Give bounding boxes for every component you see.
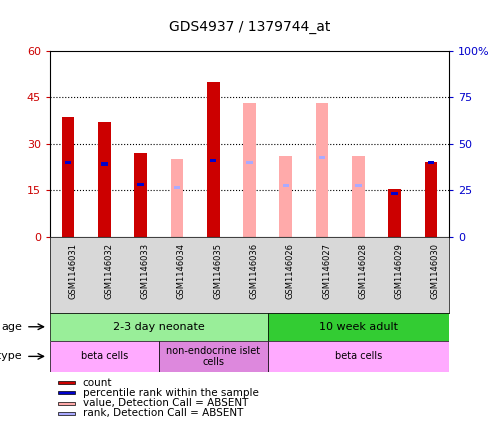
Bar bbox=[58, 412, 75, 415]
Text: GSM1146032: GSM1146032 bbox=[104, 243, 113, 299]
Bar bbox=[243, 104, 256, 237]
Text: percentile rank within the sample: percentile rank within the sample bbox=[83, 388, 258, 398]
Bar bbox=[174, 186, 180, 189]
Text: GSM1146033: GSM1146033 bbox=[141, 243, 150, 299]
Text: beta cells: beta cells bbox=[335, 352, 382, 361]
Text: value, Detection Call = ABSENT: value, Detection Call = ABSENT bbox=[83, 398, 248, 408]
Bar bbox=[207, 82, 220, 237]
Text: GSM1146028: GSM1146028 bbox=[358, 243, 367, 299]
Bar bbox=[171, 159, 183, 237]
Text: count: count bbox=[83, 378, 112, 388]
Bar bbox=[50, 313, 267, 341]
Text: cell type: cell type bbox=[0, 352, 22, 361]
Text: 10 week adult: 10 week adult bbox=[319, 322, 398, 332]
Text: GSM1146034: GSM1146034 bbox=[177, 243, 186, 299]
Bar bbox=[62, 118, 74, 237]
Bar bbox=[352, 156, 365, 237]
Bar bbox=[98, 122, 111, 237]
Bar bbox=[58, 402, 75, 404]
Text: GSM1146027: GSM1146027 bbox=[322, 243, 331, 299]
Bar bbox=[101, 162, 108, 165]
Bar bbox=[58, 392, 75, 394]
Text: GSM1146035: GSM1146035 bbox=[213, 243, 222, 299]
Bar bbox=[425, 162, 437, 237]
Bar bbox=[428, 161, 434, 164]
Text: GSM1146036: GSM1146036 bbox=[250, 243, 258, 299]
Text: 2-3 day neonate: 2-3 day neonate bbox=[113, 322, 205, 332]
Bar bbox=[159, 341, 267, 372]
Text: GDS4937 / 1379744_at: GDS4937 / 1379744_at bbox=[169, 20, 330, 34]
Bar bbox=[210, 159, 217, 162]
Bar bbox=[58, 382, 75, 384]
Text: GSM1146026: GSM1146026 bbox=[286, 243, 295, 299]
Bar bbox=[267, 313, 449, 341]
Text: rank, Detection Call = ABSENT: rank, Detection Call = ABSENT bbox=[83, 408, 243, 418]
Bar bbox=[319, 156, 325, 159]
Bar bbox=[267, 341, 449, 372]
Bar bbox=[391, 192, 398, 195]
Bar bbox=[282, 184, 289, 187]
Bar bbox=[134, 153, 147, 237]
Bar bbox=[246, 161, 253, 164]
Text: non-endocrine islet
cells: non-endocrine islet cells bbox=[166, 346, 260, 367]
Bar bbox=[316, 104, 328, 237]
Bar bbox=[279, 156, 292, 237]
Bar bbox=[65, 161, 71, 164]
Bar bbox=[137, 183, 144, 186]
Text: GSM1146029: GSM1146029 bbox=[395, 243, 404, 299]
Text: age: age bbox=[1, 322, 22, 332]
Bar bbox=[355, 184, 362, 187]
Text: beta cells: beta cells bbox=[81, 352, 128, 361]
Bar bbox=[50, 341, 159, 372]
Bar bbox=[388, 189, 401, 237]
Text: GSM1146030: GSM1146030 bbox=[431, 243, 440, 299]
Text: GSM1146031: GSM1146031 bbox=[68, 243, 77, 299]
